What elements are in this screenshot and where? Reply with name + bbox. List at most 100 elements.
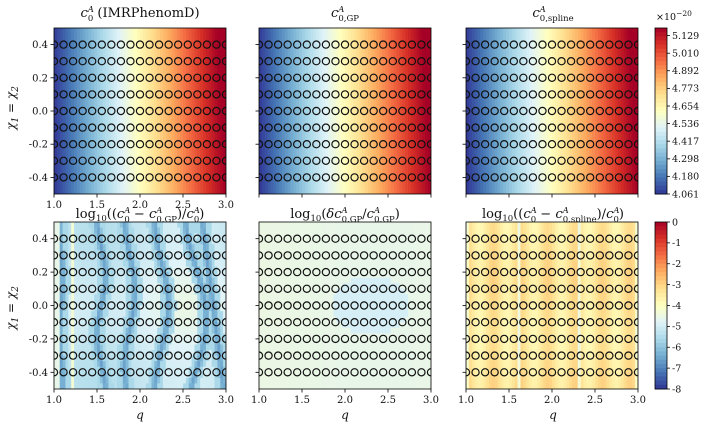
heatmap-cell bbox=[180, 133, 184, 140]
heatmap-cell bbox=[399, 188, 403, 194]
heatmap-cell bbox=[497, 138, 501, 145]
heatmap-cell bbox=[382, 116, 386, 123]
heatmap-cell bbox=[54, 166, 58, 173]
heatmap-cell bbox=[353, 155, 358, 162]
heatmap-cell bbox=[552, 122, 556, 129]
training-point-marker bbox=[202, 40, 212, 49]
heatmap-cell bbox=[506, 127, 510, 134]
heatmap-cell bbox=[365, 50, 369, 57]
heatmap-cell bbox=[71, 99, 75, 107]
heatmap-cell bbox=[119, 116, 124, 123]
heatmap-cell bbox=[85, 138, 89, 145]
heatmap-cell bbox=[483, 149, 487, 156]
heatmap-cell bbox=[408, 133, 412, 140]
heatmap-cell bbox=[327, 133, 332, 140]
heatmap-cell bbox=[65, 61, 69, 68]
heatmap-cell bbox=[203, 182, 207, 190]
heatmap-cell bbox=[180, 28, 184, 35]
heatmap-cell bbox=[165, 50, 170, 57]
heatmap-cell bbox=[517, 171, 522, 178]
heatmap-cell bbox=[552, 99, 556, 107]
heatmap-cell bbox=[313, 166, 317, 173]
heatmap-cell bbox=[347, 133, 352, 140]
heatmap-cell bbox=[402, 105, 406, 112]
heatmap-cell bbox=[168, 50, 173, 57]
heatmap-cell bbox=[114, 160, 118, 167]
heatmap-cell bbox=[65, 83, 69, 90]
heatmap-cell bbox=[342, 171, 346, 178]
training-point-marker bbox=[407, 173, 417, 182]
heatmap-cell bbox=[557, 83, 562, 90]
training-point-marker bbox=[135, 40, 145, 49]
heatmap-cell bbox=[273, 166, 277, 173]
heatmap-cell bbox=[276, 66, 280, 73]
heatmap-cell bbox=[362, 55, 366, 62]
heatmap-cell bbox=[205, 105, 210, 112]
heatmap-cell bbox=[105, 61, 110, 68]
heatmap-cell bbox=[468, 50, 473, 57]
heatmap-cell bbox=[200, 188, 204, 194]
heatmap-cell bbox=[367, 88, 372, 95]
heatmap-cell bbox=[74, 50, 78, 57]
heatmap-cell bbox=[410, 149, 415, 156]
training-point-marker bbox=[417, 90, 426, 99]
heatmap-cell bbox=[503, 171, 507, 178]
heatmap-cell bbox=[497, 55, 501, 62]
heatmap-cell bbox=[191, 28, 196, 35]
heatmap-cell bbox=[85, 188, 89, 194]
heatmap-cell bbox=[137, 122, 141, 129]
heatmap-cell bbox=[517, 94, 522, 101]
heatmap-cell bbox=[217, 166, 221, 173]
training-point-marker bbox=[212, 73, 221, 83]
training-point-marker bbox=[183, 106, 193, 116]
heatmap-cell bbox=[477, 138, 481, 145]
heatmap-cell bbox=[65, 160, 69, 167]
heatmap-cell bbox=[319, 122, 323, 129]
heatmap-cell bbox=[517, 77, 522, 84]
heatmap-cell bbox=[367, 160, 372, 167]
heatmap-cell bbox=[330, 166, 335, 173]
training-point-marker bbox=[154, 90, 164, 99]
heatmap-cell bbox=[261, 66, 266, 73]
heatmap-cell bbox=[549, 39, 553, 46]
heatmap-cell bbox=[488, 72, 493, 79]
heatmap-cell bbox=[367, 33, 372, 40]
heatmap-cell bbox=[197, 39, 201, 46]
heatmap-cell bbox=[151, 111, 155, 118]
heatmap-cell bbox=[270, 188, 274, 194]
heatmap-cell bbox=[56, 149, 61, 156]
heatmap-cell bbox=[200, 83, 204, 90]
heatmap-cell bbox=[345, 105, 349, 112]
heatmap-cell bbox=[284, 66, 289, 73]
heatmap-cell bbox=[91, 122, 95, 129]
training-point-marker bbox=[154, 156, 164, 165]
training-point-marker bbox=[145, 156, 154, 165]
heatmap-cell bbox=[359, 94, 363, 101]
heatmap-cell bbox=[74, 83, 78, 90]
heatmap-cell bbox=[302, 166, 306, 173]
heatmap-cell bbox=[276, 166, 280, 173]
heatmap-cell bbox=[322, 182, 326, 190]
heatmap-cell bbox=[122, 94, 127, 101]
heatmap-cell bbox=[142, 66, 147, 73]
heatmap-cell bbox=[520, 28, 524, 35]
heatmap-cell bbox=[313, 105, 317, 112]
heatmap-cell bbox=[119, 138, 124, 145]
heatmap-cell bbox=[399, 149, 403, 156]
heatmap-cell bbox=[399, 171, 403, 178]
heatmap-cell bbox=[279, 66, 283, 73]
heatmap-cell bbox=[356, 39, 360, 46]
heatmap-cell bbox=[97, 182, 101, 190]
heatmap-cell bbox=[162, 33, 167, 40]
heatmap-cell bbox=[117, 66, 121, 73]
heatmap-cell bbox=[410, 155, 415, 162]
heatmap-cell bbox=[296, 155, 300, 162]
heatmap-cell bbox=[327, 55, 332, 62]
heatmap-cell bbox=[488, 160, 493, 167]
training-point-marker bbox=[292, 173, 302, 182]
heatmap-cell bbox=[373, 83, 378, 90]
heatmap-cell bbox=[486, 149, 490, 156]
heatmap-cell bbox=[488, 116, 493, 123]
heatmap-cell bbox=[402, 33, 406, 40]
heatmap-cell bbox=[223, 39, 226, 46]
